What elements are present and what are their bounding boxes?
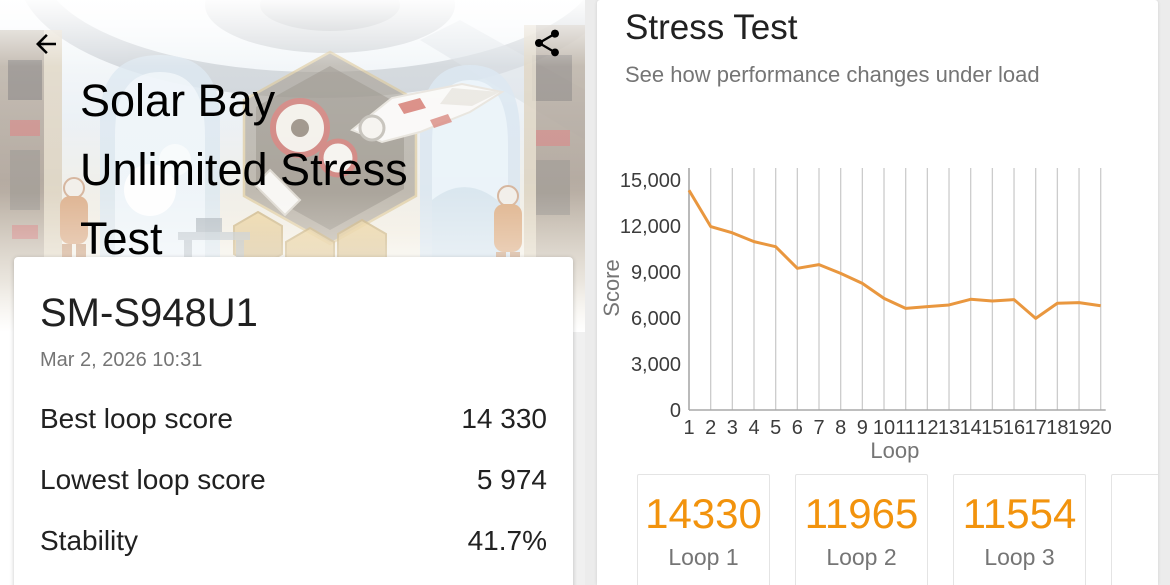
x-tick-label: 18 (1046, 417, 1068, 439)
x-tick-label: 7 (813, 417, 824, 439)
y-tick-label: 0 (670, 400, 681, 422)
pane-gutter-strip (573, 332, 585, 585)
x-tick-label: 8 (835, 417, 846, 439)
y-tick-label: 15,000 (620, 170, 681, 192)
stress-test-chart: 0 3,000 6,000 9,000 12,000 15,000 1 2 3 4 5 6 7 8 9 10 1… (597, 140, 1158, 470)
result-card: SM-S948U1 Mar 2, 2026 10:31 Best loop sc… (14, 257, 573, 585)
loop-score-value: 11965 (804, 490, 919, 537)
loop-score-label: Loop 3 (984, 544, 1055, 570)
hero-title-line: Solar Bay (80, 75, 276, 126)
stat-label: Stability (40, 525, 139, 556)
x-tick-label: 2 (705, 417, 716, 439)
share-icon (535, 29, 559, 57)
y-axis-title: Score (599, 259, 624, 316)
x-tick-label: 10 (873, 417, 895, 439)
x-tick-label: 5 (770, 417, 781, 439)
y-tick-label: 6,000 (631, 308, 681, 330)
score-line (687, 189, 1101, 320)
result-timestamp: Mar 2, 2026 10:31 (40, 349, 203, 371)
x-tick-label: 4 (748, 417, 759, 439)
back-button[interactable] (26, 24, 66, 64)
device-name: SM-S948U1 (40, 291, 258, 335)
x-axis-title: Loop (870, 438, 919, 463)
loop-score-card: 11965 Loop 2 (795, 474, 928, 585)
x-tick-label: 15 (981, 417, 1003, 439)
loop-score-label: Loop 1 (668, 544, 739, 570)
stat-row-best-loop-score: Best loop score 14 330 (40, 403, 547, 435)
y-tick-label: 9,000 (631, 262, 681, 284)
x-tick-label: 16 (1003, 417, 1025, 439)
x-tick-label: 11 (895, 417, 916, 439)
loop-score-value: 11554 (962, 490, 1077, 537)
x-tick-label: 9 (857, 417, 868, 439)
hero-title: Solar Bay Unlimited Stress Test (80, 66, 550, 273)
x-tick-label: 14 (960, 417, 982, 439)
loop-score-cards: 14330 Loop 1 11965 Loop 2 11554 Loop 3 (597, 474, 1158, 585)
hero-title-line: Unlimited Stress (80, 144, 408, 195)
stat-row-lowest-loop-score: Lowest loop score 5 974 (40, 464, 547, 496)
loop-score-card: 14330 Loop 1 (637, 474, 770, 585)
loop-score-card: 11554 Loop 3 (953, 474, 1086, 585)
x-tick-label: 6 (792, 417, 803, 439)
stress-test-pane: Stress Test See how performance changes … (597, 0, 1158, 585)
result-detail-pane: Solar Bay Unlimited Stress Test SM-S948U1 … (0, 0, 585, 585)
x-tick-label: 12 (916, 417, 938, 439)
x-tick-label: 13 (938, 417, 960, 439)
stat-value: 14 330 (461, 403, 547, 434)
y-tick-label: 3,000 (631, 354, 681, 376)
stat-value: 41.7% (467, 525, 547, 556)
x-tick-label: 17 (1025, 417, 1047, 439)
y-tick-label: 12,000 (620, 216, 681, 238)
arrow-back-icon (36, 34, 56, 54)
stress-test-title: Stress Test (625, 8, 798, 47)
x-tick-label: 20 (1090, 417, 1112, 439)
stat-label: Lowest loop score (40, 464, 266, 495)
share-button[interactable] (527, 23, 567, 63)
loop-score-card (1111, 474, 1158, 585)
x-tick-label: 1 (683, 417, 694, 439)
x-tick-label: 3 (727, 417, 738, 439)
x-tick-label: 19 (1068, 417, 1090, 439)
stat-value: 5 974 (476, 464, 547, 495)
stat-row-stability: Stability 41.7% (40, 525, 547, 557)
stress-test-subtitle: See how performance changes under load (625, 62, 1040, 87)
hero-title-line: Test (80, 213, 163, 264)
loop-score-label: Loop 2 (826, 544, 897, 570)
loop-score-value: 14330 (645, 490, 762, 537)
stat-label: Best loop score (40, 403, 233, 434)
